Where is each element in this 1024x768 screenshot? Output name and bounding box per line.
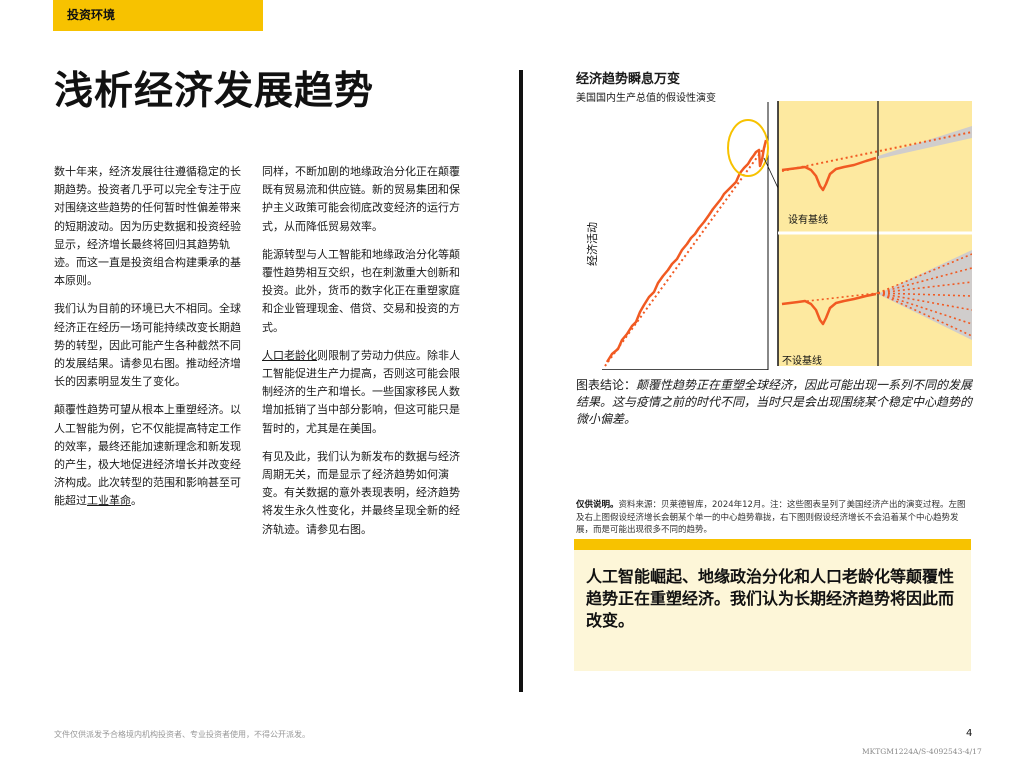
paragraph-text: 则限制了劳动力供应。除非人工智能促进生产力提高，否则这可能会限制经济的生产和增长… xyxy=(262,348,460,435)
source-note-text: 资料来源：贝莱德智库，2024年12月。注：这些图表呈列了美国经济产出的演变过程… xyxy=(576,500,966,535)
shock-highlight xyxy=(727,119,769,177)
trend-chart: 设有基线 不设基线 经济活动 xyxy=(585,101,972,370)
industrial-revolution-link[interactable]: 工业革命 xyxy=(87,494,131,508)
baseline-trend xyxy=(781,131,972,172)
paragraph: 颠覆性趋势可望从根本上重塑经济。以人工智能为例，它不仅能提高特定工作的效率，最终… xyxy=(54,401,242,510)
document-code: MKTGM1224A/S-4092543-4/17 xyxy=(862,747,982,756)
no-baseline-fan xyxy=(878,250,972,340)
footer-disclaimer: 文件仅供派发予合格境内机构投资者、专业投资者使用，不得公开派发。 xyxy=(54,730,310,739)
paragraph-text: 。 xyxy=(131,494,142,508)
paragraph: 数十年来，经济发展往往遵循稳定的长期趋势。投资者几乎可以完全专注于应对围绕这些趋… xyxy=(54,165,241,288)
source-note: 仅供说明。资料来源：贝莱德智库，2024年12月。注：这些图表呈列了美国经济产出… xyxy=(576,499,971,537)
paragraph: 能源转型与人工智能和地缘政治分化等颠覆性趋势相互交织，也在刺激重大创新和投资。此… xyxy=(262,247,460,334)
section-tag: 投资环境 xyxy=(53,0,263,31)
paragraph: 我们认为目前的环境已大不相同。全球经济正在经历一场可能持续改变长期趋势的转型，因… xyxy=(54,302,241,389)
page-title: 浅析经济发展趋势 xyxy=(54,69,375,114)
zoom-connector xyxy=(763,157,779,189)
paragraph: 人口老龄化则限制了劳动力供应。除非人工智能促进生产力提高，否则这可能会限制经济的… xyxy=(262,347,462,438)
chart-title: 经济趋势瞬息万变 xyxy=(576,72,681,87)
y-axis-label: 经济活动 xyxy=(585,222,599,266)
panel-label-with-baseline: 设有基线 xyxy=(788,213,828,226)
paragraph-text: 颠覆性趋势可望从根本上重塑经济。以人工智能为例，它不仅能提高特定工作的效率，最终… xyxy=(54,403,241,508)
no-baseline-series xyxy=(781,292,877,326)
text-column-2: 同样，不断加剧的地缘政治分化正在颠覆既有贸易流和供应链。新的贸易集团和保护主义政… xyxy=(262,163,462,549)
panel-label-no-baseline: 不设基线 xyxy=(782,354,822,367)
callout-text: 人工智能崛起、地缘政治分化和人口老龄化等颠覆性趋势正在重塑经济。我们认为长期经济… xyxy=(586,567,955,630)
population-aging-link[interactable]: 人口老龄化 xyxy=(262,348,317,362)
source-note-label: 仅供说明。 xyxy=(576,500,619,510)
column-divider xyxy=(519,70,523,692)
chart-subtitle: 美国国内生产总值的假设性演变 xyxy=(576,93,716,104)
caption-body: 颠覆性趋势正在重塑全球经济，因此可能出现一系列不同的发展结果。这与疫情之前的时代… xyxy=(576,378,973,426)
paragraph: 同样，不断加剧的地缘政治分化正在颠覆既有贸易流和供应链。新的贸易集团和保护主义政… xyxy=(262,165,460,233)
caption-lead: 图表结论： xyxy=(576,378,637,392)
chart-caption: 图表结论：颠覆性趋势正在重塑全球经济，因此可能出现一系列不同的发展结果。这与疫情… xyxy=(576,377,976,428)
baseline-series xyxy=(781,156,877,192)
paragraph: 有见及此，我们认为新发布的数据与经济周期无关，而是显示了经济趋势如何演变。有关数… xyxy=(262,449,460,536)
trend-line xyxy=(604,144,767,367)
page-number: 4 xyxy=(966,728,973,739)
text-column-1: 数十年来，经济发展往往遵循稳定的长期趋势。投资者几乎可以完全专注于应对围绕这些趋… xyxy=(54,163,242,521)
key-takeaway-callout: 人工智能崛起、地缘政治分化和人口老龄化等颠覆性趋势正在重塑经济。我们认为长期经济… xyxy=(574,539,971,671)
gdp-series xyxy=(605,139,768,363)
